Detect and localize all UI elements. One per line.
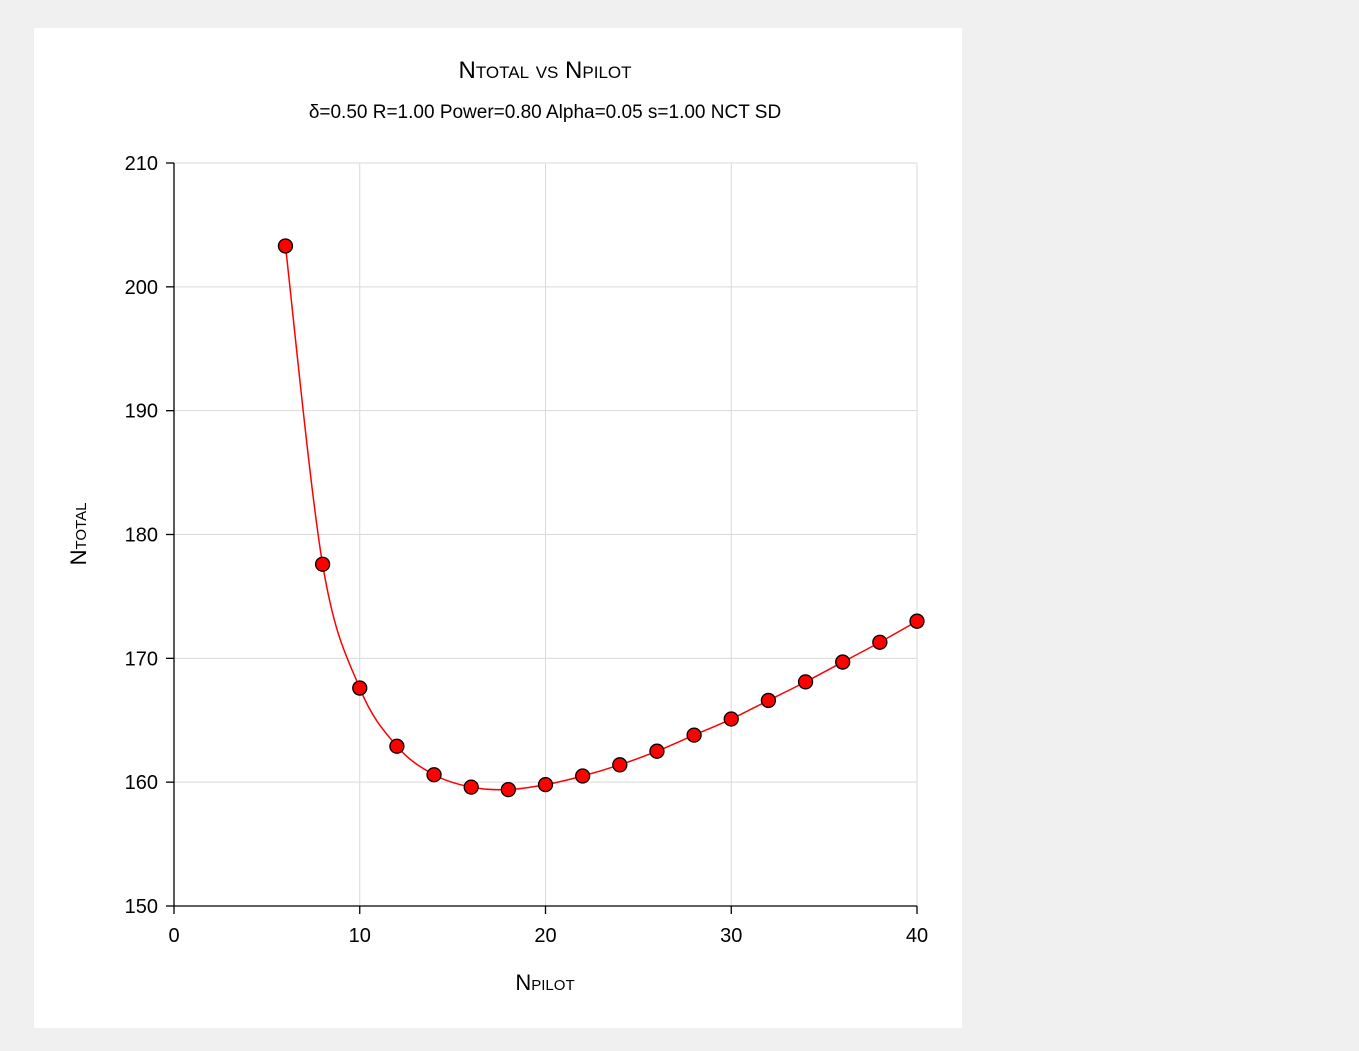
y-tick-label: 170 (125, 648, 158, 670)
data-point (909, 613, 925, 629)
x-tick-label: 30 (720, 925, 742, 947)
data-point (463, 779, 479, 795)
y-tick-label: 150 (125, 896, 158, 918)
y-axis-title: Ntotal (66, 503, 91, 566)
data-point (389, 738, 405, 754)
data-point (352, 680, 368, 696)
chart-svg: Ntotal vs Npilot δ=0.50 R=1.00 Power=0.8… (66, 57, 929, 995)
data-point (723, 711, 739, 727)
data-point (277, 238, 294, 254)
axes (166, 162, 918, 914)
y-tick-label: 180 (125, 525, 158, 547)
x-tick-label: 40 (906, 925, 928, 947)
data-point (835, 654, 851, 670)
data-point (314, 556, 331, 572)
x-tick-label: 0 (168, 925, 179, 947)
grid (174, 162, 918, 906)
chart-subtitle: δ=0.50 R=1.00 Power=0.80 Alpha=0.05 s=1.… (309, 102, 781, 123)
x-axis-title: Npilot (515, 970, 574, 995)
data-point (612, 757, 628, 773)
y-tick-label: 190 (125, 401, 158, 423)
y-tick-label: 160 (125, 772, 158, 794)
data-point (686, 727, 702, 743)
series (277, 238, 925, 798)
data-point (760, 692, 777, 709)
x-tick-label: 20 (534, 925, 556, 947)
y-tick-label: 210 (125, 153, 158, 175)
chart-title: Ntotal vs Npilot (458, 57, 631, 84)
data-point (649, 743, 665, 759)
x-tick-label: 10 (349, 925, 371, 947)
y-tick-label: 200 (125, 277, 158, 299)
data-point (575, 768, 591, 784)
tick-labels: 0 10 20 30 40 150 160 170 180 190 200 210 (125, 153, 929, 947)
data-point (797, 674, 814, 690)
data-point (500, 781, 517, 798)
series-line (284, 245, 918, 791)
data-point (426, 767, 442, 783)
data-point (537, 776, 554, 793)
data-point (872, 634, 888, 650)
chart-panel: Ntotal vs Npilot δ=0.50 R=1.00 Power=0.8… (34, 28, 962, 1028)
